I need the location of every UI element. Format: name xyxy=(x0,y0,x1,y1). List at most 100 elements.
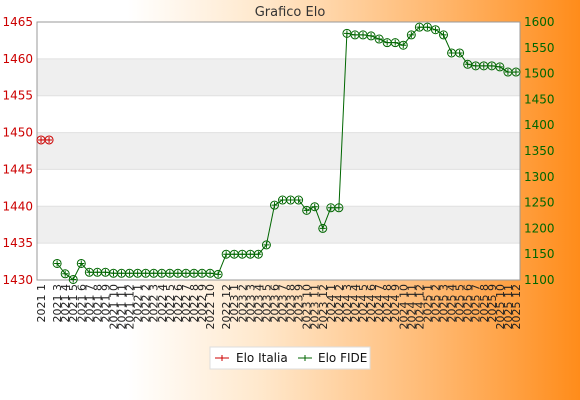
data-point xyxy=(487,61,497,71)
data-point-cross xyxy=(102,269,109,276)
y-left-tick-label: 1430 xyxy=(2,273,33,287)
data-point-cross xyxy=(488,62,495,69)
data-point-marker xyxy=(60,269,70,279)
data-point xyxy=(455,48,465,58)
data-point xyxy=(117,268,127,278)
data-point xyxy=(84,267,94,277)
y-right-tick-label: 1550 xyxy=(524,41,555,55)
y-right-tick-label: 1200 xyxy=(524,221,555,235)
y-left-tick-label: 1455 xyxy=(2,89,33,103)
y-left-tick-label: 1435 xyxy=(2,236,33,250)
data-point-marker xyxy=(422,22,432,32)
x-tick-label: 2021 7 xyxy=(83,284,96,323)
data-point-cross xyxy=(46,136,53,143)
grid-band xyxy=(37,58,520,96)
data-point-marker xyxy=(406,30,416,40)
y-right-tick-label: 1100 xyxy=(524,273,555,287)
data-point xyxy=(253,249,263,259)
data-point-marker xyxy=(76,258,86,268)
data-point xyxy=(157,268,167,278)
legend: Elo Italia Elo FIDE xyxy=(209,346,371,370)
legend-label-elo-fide: Elo FIDE xyxy=(318,351,367,365)
data-point xyxy=(245,249,255,259)
data-point xyxy=(100,267,110,277)
x-tick-label: 2021 9 xyxy=(99,284,112,323)
data-point-cross xyxy=(351,31,358,38)
data-point-cross xyxy=(142,270,149,277)
data-point xyxy=(237,249,247,259)
data-point xyxy=(511,67,521,77)
data-point xyxy=(261,240,271,250)
x-tick-label: 2022 12 xyxy=(220,284,233,330)
x-tick-label: 2025 12 xyxy=(510,284,523,330)
data-point-cross xyxy=(94,269,101,276)
data-point-cross xyxy=(303,207,310,214)
chart-title: Grafico Elo xyxy=(255,5,326,20)
data-point xyxy=(358,30,368,40)
x-tick-label: 2025 7 xyxy=(470,284,483,323)
data-point-marker xyxy=(495,62,505,72)
data-point-cross xyxy=(512,69,519,76)
data-point-cross xyxy=(496,63,503,70)
data-point-marker xyxy=(318,223,328,233)
x-tick-label: 2023 6 xyxy=(268,284,281,323)
y-right-tick-label: 1250 xyxy=(524,196,555,210)
x-tick-label: 2022 8 xyxy=(188,284,201,323)
data-point xyxy=(76,258,86,268)
x-tick-label: 2025 9 xyxy=(486,284,499,323)
x-tick-label: 2024 10 xyxy=(397,284,410,330)
x-tick-label: 2023 2 xyxy=(236,284,249,323)
x-tick-label: 2022 6 xyxy=(172,284,185,323)
data-point xyxy=(302,205,312,215)
x-tick-label: 2024 1 xyxy=(325,284,338,323)
data-point-cross xyxy=(464,61,471,68)
plot-frame xyxy=(36,21,521,281)
data-point xyxy=(447,48,457,58)
data-point-cross xyxy=(392,39,399,46)
data-point-cross xyxy=(472,62,479,69)
x-tick-label: 2022 10 xyxy=(204,284,217,330)
legend-marker-elo-italia xyxy=(219,355,225,361)
data-point xyxy=(108,268,118,278)
x-tick-label: 2025 5 xyxy=(454,284,467,323)
data-point xyxy=(374,34,384,44)
data-point xyxy=(44,135,54,145)
data-point xyxy=(52,258,62,268)
y-right-tick-label: 1600 xyxy=(524,15,555,29)
data-point xyxy=(213,269,223,279)
x-tick-label: 2022 9 xyxy=(196,284,209,323)
data-point xyxy=(189,268,199,278)
grid-band xyxy=(37,132,520,170)
x-tick-label: 2021 5 xyxy=(67,284,80,323)
data-point xyxy=(350,30,360,40)
data-point-cross xyxy=(279,197,286,204)
data-point-cross xyxy=(384,39,391,46)
data-point-marker xyxy=(334,203,344,213)
data-point xyxy=(326,203,336,213)
x-tick-label: 2025 4 xyxy=(446,284,459,323)
data-point-cross xyxy=(174,270,181,277)
data-point xyxy=(149,268,159,278)
data-point-cross xyxy=(247,251,254,258)
x-tick-label: 2023 3 xyxy=(244,284,257,323)
data-point-cross xyxy=(295,197,302,204)
y-left-tick-label: 1465 xyxy=(2,15,33,29)
data-point xyxy=(390,38,400,48)
x-tick-label: 2022 2 xyxy=(140,284,153,323)
data-point-marker xyxy=(439,30,449,40)
data-point-cross xyxy=(416,24,423,31)
data-point-cross xyxy=(182,270,189,277)
data-point-cross xyxy=(456,49,463,56)
data-point xyxy=(269,200,279,210)
x-tick-label: 2025 10 xyxy=(494,284,507,330)
data-point xyxy=(366,31,376,41)
data-point xyxy=(310,202,320,212)
x-tick-label: 2021 10 xyxy=(107,284,120,330)
data-point xyxy=(92,267,102,277)
x-tick-label: 2022 1 xyxy=(132,284,145,323)
x-tick-label: 2022 7 xyxy=(180,284,193,323)
y-right-tick-label: 1450 xyxy=(524,92,555,106)
data-point-cross xyxy=(400,42,407,49)
data-point-cross xyxy=(327,204,334,211)
